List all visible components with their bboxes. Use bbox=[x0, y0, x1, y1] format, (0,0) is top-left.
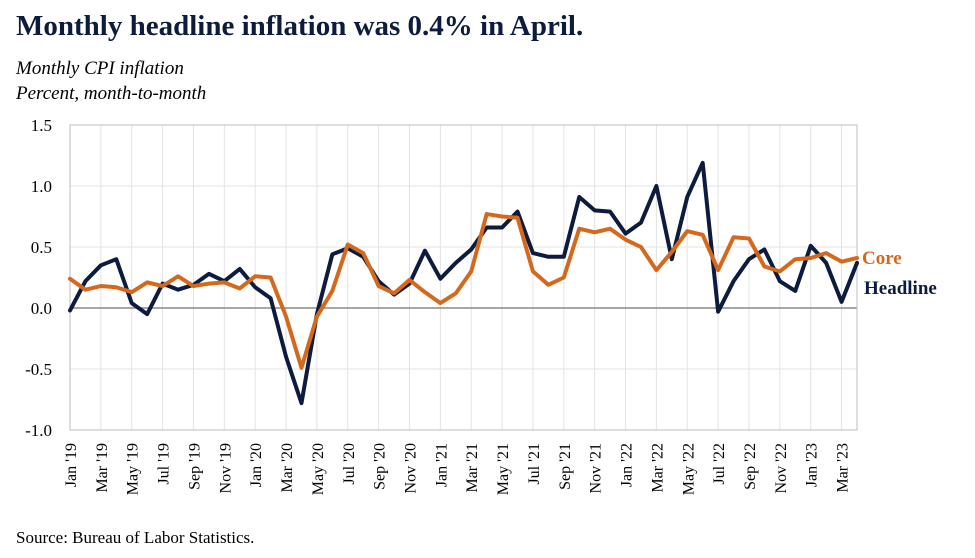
x-tick-label: Nov '19 bbox=[217, 443, 234, 493]
x-tick-label: Mar '23 bbox=[835, 443, 852, 493]
source-note: Source: Bureau of Labor Statistics. bbox=[16, 528, 255, 547]
series bbox=[68, 160, 859, 406]
x-tick-label: Mar '22 bbox=[649, 443, 666, 493]
x-tick-label: Jan '23 bbox=[804, 443, 821, 487]
x-tick-label: Mar '19 bbox=[94, 443, 111, 493]
y-tick-label: 1.5 bbox=[31, 116, 52, 135]
plot-frame bbox=[69, 124, 858, 431]
x-tick-label: Jul '20 bbox=[341, 443, 358, 485]
x-tick-label: May '22 bbox=[680, 443, 697, 495]
x-tick-label: Nov '22 bbox=[773, 443, 790, 493]
legend-label-headline: Headline bbox=[864, 278, 937, 299]
y-tick-label: 0.5 bbox=[31, 238, 52, 257]
x-tick-label: Jan '20 bbox=[248, 443, 265, 487]
x-tick-label: Jul '19 bbox=[156, 443, 173, 485]
x-tick-label: Jul '21 bbox=[526, 443, 543, 485]
y-tick-label: 1.0 bbox=[31, 177, 52, 196]
x-tick-label: Sep '22 bbox=[742, 443, 759, 490]
x-tick-label: Mar '21 bbox=[464, 443, 481, 493]
legend-label-core: Core bbox=[862, 248, 902, 269]
x-tick-label: Mar '20 bbox=[279, 443, 296, 493]
x-tick-label: Jan '19 bbox=[63, 443, 80, 487]
y-tick-label: 0.0 bbox=[31, 299, 52, 318]
series-line-core bbox=[68, 212, 859, 370]
chart-units: Percent, month-to-month bbox=[16, 83, 207, 104]
series-line-headline bbox=[68, 160, 859, 406]
chart-title: Monthly headline inflation was 0.4% in A… bbox=[16, 10, 584, 42]
x-tick-label: Sep '19 bbox=[186, 443, 203, 490]
x-tick-label: Nov '20 bbox=[402, 443, 419, 493]
y-tick-label: -1.0 bbox=[25, 421, 52, 440]
x-tick-label: Sep '20 bbox=[372, 443, 389, 490]
y-axis: 1.5 1.0 0.5 0.0 -0.5 -1.0 bbox=[25, 116, 52, 440]
gridlines bbox=[69, 124, 857, 431]
x-tick-label: May '19 bbox=[125, 443, 142, 495]
x-tick-label: May '21 bbox=[495, 443, 512, 495]
x-axis: Jan '19 Mar '19 May '19 Jul '19 Sep '19 Nov '… bbox=[63, 443, 852, 495]
x-tick-label: Sep '21 bbox=[557, 443, 574, 490]
y-tick-label: -0.5 bbox=[25, 360, 52, 379]
x-tick-label: Jul '22 bbox=[711, 443, 728, 485]
x-tick-label: Jan '22 bbox=[619, 443, 636, 487]
x-tick-label: Nov '21 bbox=[588, 443, 605, 493]
chart-subtitle: Monthly CPI inflation bbox=[16, 58, 184, 79]
plot-border bbox=[69, 124, 858, 431]
x-tick-label: May '20 bbox=[310, 443, 327, 495]
x-tick-label: Jan '21 bbox=[433, 443, 450, 487]
